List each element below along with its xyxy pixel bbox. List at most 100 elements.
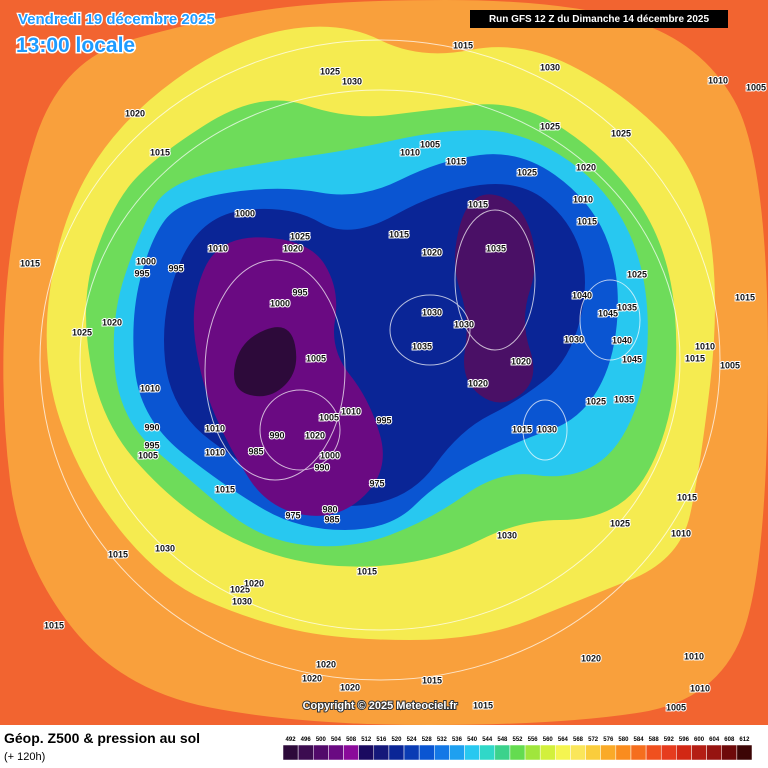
isobar-label: 1035 <box>412 341 432 351</box>
copyright: Copyright © 2025 Meteociel.fr <box>303 700 459 712</box>
isobar-label: 1010 <box>573 194 593 204</box>
colorbar-cell <box>539 744 556 761</box>
isobar-label: 1000 <box>320 450 340 460</box>
isobar-label: 1030 <box>564 334 584 344</box>
isobar-label: 1005 <box>720 360 740 370</box>
colorbar-cell <box>494 744 511 761</box>
isobar-label: 1020 <box>340 682 360 692</box>
colorbar-cell <box>328 744 344 761</box>
colorbar-label: 508 <box>346 737 357 743</box>
colorbar-label: 588 <box>649 737 660 743</box>
colorbar-label: 564 <box>558 737 569 743</box>
colorbar-cell <box>691 744 707 761</box>
colorbar-cell <box>524 744 541 761</box>
isobar-label: 1025 <box>230 584 250 594</box>
isobar-label: 1000 <box>136 256 156 266</box>
colorbar-label: 536 <box>452 737 463 743</box>
isobar-label: 1020 <box>576 162 596 172</box>
isobar-label: 1015 <box>422 675 442 685</box>
isobar-label: 995 <box>134 268 149 278</box>
isobar-label: 1015 <box>446 156 466 166</box>
isobar-label: 1030 <box>232 596 252 606</box>
isobar-label: 1030 <box>155 543 175 553</box>
colorbar-cell <box>585 744 601 761</box>
colorbar-cell <box>434 744 450 761</box>
colorbar-cell <box>464 744 480 761</box>
isobar-label: 1025 <box>320 66 340 76</box>
colorbar-cell <box>570 744 586 761</box>
colorbar-label: 512 <box>361 737 372 743</box>
isobar-label: 1010 <box>341 406 361 416</box>
isobar-label: 995 <box>376 415 391 425</box>
isobar-label: 1030 <box>540 62 560 72</box>
isobar-label: 1025 <box>540 121 560 131</box>
isobar-label: 1015 <box>677 492 697 502</box>
isobar-label: 1040 <box>572 290 592 300</box>
colorbar-label: 560 <box>543 737 554 743</box>
forecast-date: Vendredi 19 décembre 2025 <box>18 11 215 28</box>
isobar-line <box>204 259 346 481</box>
isobar-label: 1025 <box>611 128 631 138</box>
isobar-label: 1015 <box>577 216 597 226</box>
colorbar-label: 504 <box>331 737 342 743</box>
isobar-label: 1020 <box>244 578 264 588</box>
colorbar-cell <box>736 744 753 761</box>
isobar-label: 1015 <box>150 147 170 157</box>
isobar-label: 1010 <box>400 147 420 157</box>
isobar-label: 1020 <box>305 430 325 440</box>
forecast-time: 13:00 locale <box>16 34 135 57</box>
isobar-label: 975 <box>285 510 300 520</box>
colorbar-label: 572 <box>588 737 599 743</box>
isobar-label: 1010 <box>671 528 691 538</box>
colorbar-cell <box>645 744 662 761</box>
colorbar-label: 520 <box>391 737 402 743</box>
isobar-label: 1020 <box>581 653 601 663</box>
isobar-label: 1015 <box>735 292 755 302</box>
field-band <box>234 327 297 397</box>
isobar-label: 1030 <box>537 424 557 434</box>
isobar-label: 980 <box>322 504 337 514</box>
isobar-label: 1020 <box>316 659 336 669</box>
isobar-line <box>389 294 471 366</box>
field-band <box>455 194 535 403</box>
isobar-label: 1025 <box>586 396 606 406</box>
colorbar-cell <box>282 744 299 761</box>
isobar-label: 1015 <box>453 40 473 50</box>
colorbar-cell <box>297 744 314 761</box>
isobar-label: 1030 <box>497 530 517 540</box>
colorbar-cell <box>373 744 390 761</box>
isobar-line <box>79 89 681 631</box>
colorbar-label: 496 <box>301 737 312 743</box>
isobar-label: 1015 <box>215 484 235 494</box>
isobar-label: 1030 <box>454 319 474 329</box>
isobar-label: 1010 <box>208 243 228 253</box>
colorbar-cell <box>676 744 692 761</box>
isobar-label: 1000 <box>235 208 255 218</box>
isobar-label: 990 <box>144 422 159 432</box>
isobar-label: 1020 <box>468 378 488 388</box>
isobar-label: 1015 <box>685 353 705 363</box>
colorbar-cell <box>600 744 617 761</box>
colorbar-label: 492 <box>286 737 297 743</box>
isobar-label: 1025 <box>290 231 310 241</box>
colorbar-cell <box>706 744 722 761</box>
isobar-label: 985 <box>248 446 263 456</box>
colorbar-cell <box>358 744 375 761</box>
isobar-label: 975 <box>369 478 384 488</box>
isobar-label: 1010 <box>684 651 704 661</box>
isobar-label: 1015 <box>389 229 409 239</box>
colorbar-cell <box>313 744 329 761</box>
isobar-lines <box>39 39 721 681</box>
colorbar-label: 548 <box>497 737 508 743</box>
isobar-label: 1020 <box>283 243 303 253</box>
isobar-label: 1010 <box>140 383 160 393</box>
colorbar: 492 496 500 504 508 512 516 520 524 528 532 536 540 5… <box>282 737 753 761</box>
isobar-label: 1010 <box>205 447 225 457</box>
isobar-label: 1025 <box>627 269 647 279</box>
isobar-label: 985 <box>324 514 339 524</box>
isobar-label: 1005 <box>666 702 686 712</box>
colorbar-label: 524 <box>407 737 418 743</box>
colorbar-label: 556 <box>528 737 539 743</box>
isobar-label: 1045 <box>622 354 642 364</box>
isobar-label: 1005 <box>746 82 766 92</box>
